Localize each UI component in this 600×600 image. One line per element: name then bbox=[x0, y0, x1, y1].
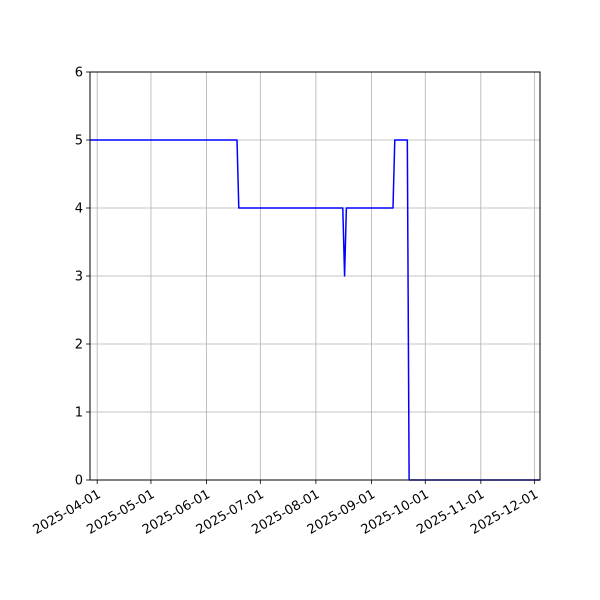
y-tick-label: 1 bbox=[75, 406, 83, 421]
series-layer bbox=[90, 139, 540, 481]
y-tick-label: 0 bbox=[75, 474, 83, 489]
y-axis: 0 1 2 3 4 5 6 bbox=[75, 66, 90, 489]
y-tick-label: 6 bbox=[75, 66, 83, 81]
series-line-0 bbox=[90, 139, 540, 481]
y-tick-label: 5 bbox=[75, 134, 83, 149]
y-tick-label: 3 bbox=[75, 270, 83, 285]
y-tick-label: 4 bbox=[75, 202, 83, 217]
y-tick-label: 2 bbox=[75, 338, 83, 353]
